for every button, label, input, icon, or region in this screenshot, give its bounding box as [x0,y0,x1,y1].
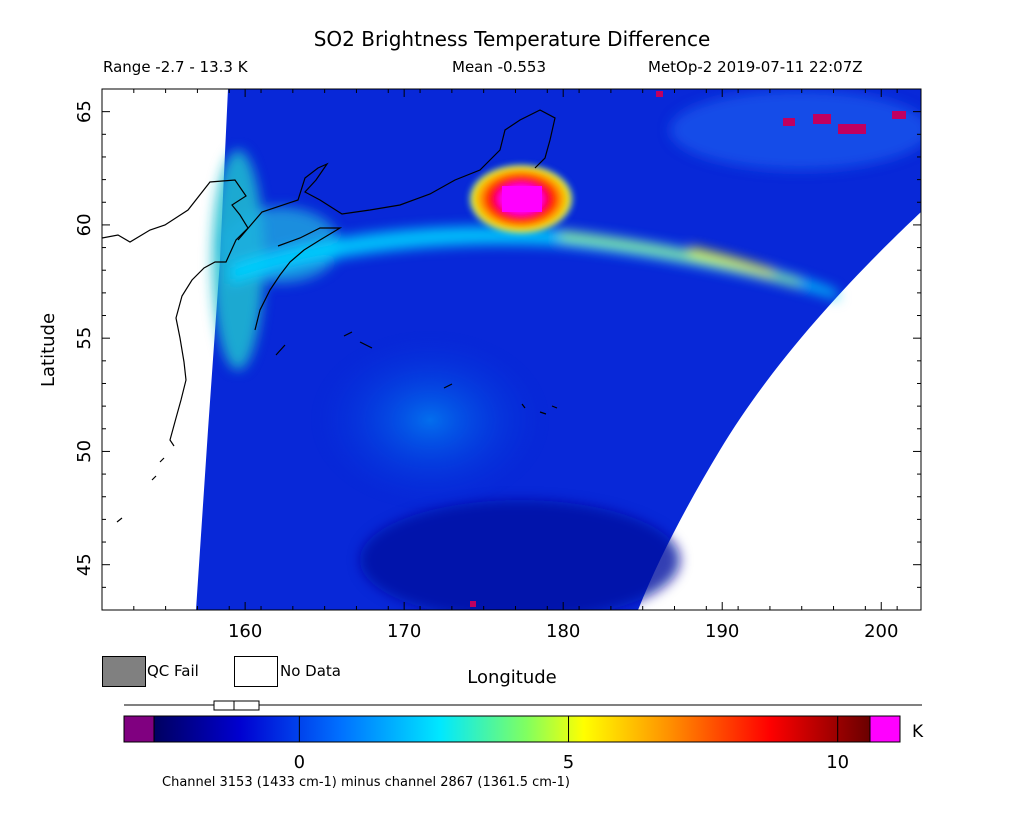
x-tick-label: 200 [864,621,898,642]
upper-right-light [670,90,921,170]
plume-band-core [560,232,800,286]
plume-core [502,186,542,212]
kamchatka-coastline [102,179,249,447]
y-tick-label: 55 [74,327,95,350]
colorbar-above-range [869,715,901,743]
chart-title: SO2 Brightness Temperature Difference [314,27,711,51]
x-axis: 160 170 180 190 200 [101,89,898,642]
heatmap-field [196,89,921,610]
plot-frame [101,88,922,611]
colorbar-tick-label: 5 [563,752,574,773]
alaska-coastline [254,227,343,331]
x-tick-label: 160 [228,621,262,642]
colorbar-tick-label: 10 [826,752,849,773]
above-range-pixel [813,114,831,124]
above-range-pixel [783,118,795,126]
lower-swath-dark [360,500,680,610]
colorbar-unit: K [912,722,924,742]
aleutian-islands [116,331,558,523]
y-tick-label: 45 [74,553,95,576]
y-tick-label: 50 [74,440,95,463]
x-tick-label: 190 [705,621,739,642]
y-axis: 45 50 55 60 65 [74,88,921,611]
qc-fail-label: QC Fail [147,662,199,680]
colorbar-tick-label: 0 [294,752,305,773]
plume-band [230,226,840,300]
above-range-pixel [656,91,663,97]
colorbar-gradient [153,715,871,743]
plume-band-peak [688,247,775,276]
x-tick-label: 180 [546,621,580,642]
coastlines [102,109,558,523]
above-range-pixel [470,601,476,607]
instrument-subtitle: MetOp-2 2019-07-11 22:07Z [648,58,863,76]
above-range-pixel [838,124,866,134]
above-range-pixel [892,111,906,119]
x-axis-label: Longitude [467,667,557,688]
mid-blob [310,330,550,510]
colorbar-below-range [123,715,155,743]
qc-fail-swatch [102,656,146,687]
y-axis-label: Latitude [38,313,59,387]
colorbar-range-indicator [213,700,260,711]
colorbar-ticks: 0 5 10 [294,716,849,773]
y-tick-label: 60 [74,213,95,236]
mean-subtitle: Mean -0.553 [452,58,546,76]
x-tick-label: 170 [387,621,421,642]
no-data-label: No Data [280,662,341,680]
mainland-coastline [237,109,556,241]
range-subtitle: Range -2.7 - 13.3 K [103,58,249,76]
no-data-swatch [234,656,278,687]
y-tick-label: 65 [74,100,95,123]
colorbar-caption: Channel 3153 (1433 cm-1) minus channel 2… [162,775,570,790]
